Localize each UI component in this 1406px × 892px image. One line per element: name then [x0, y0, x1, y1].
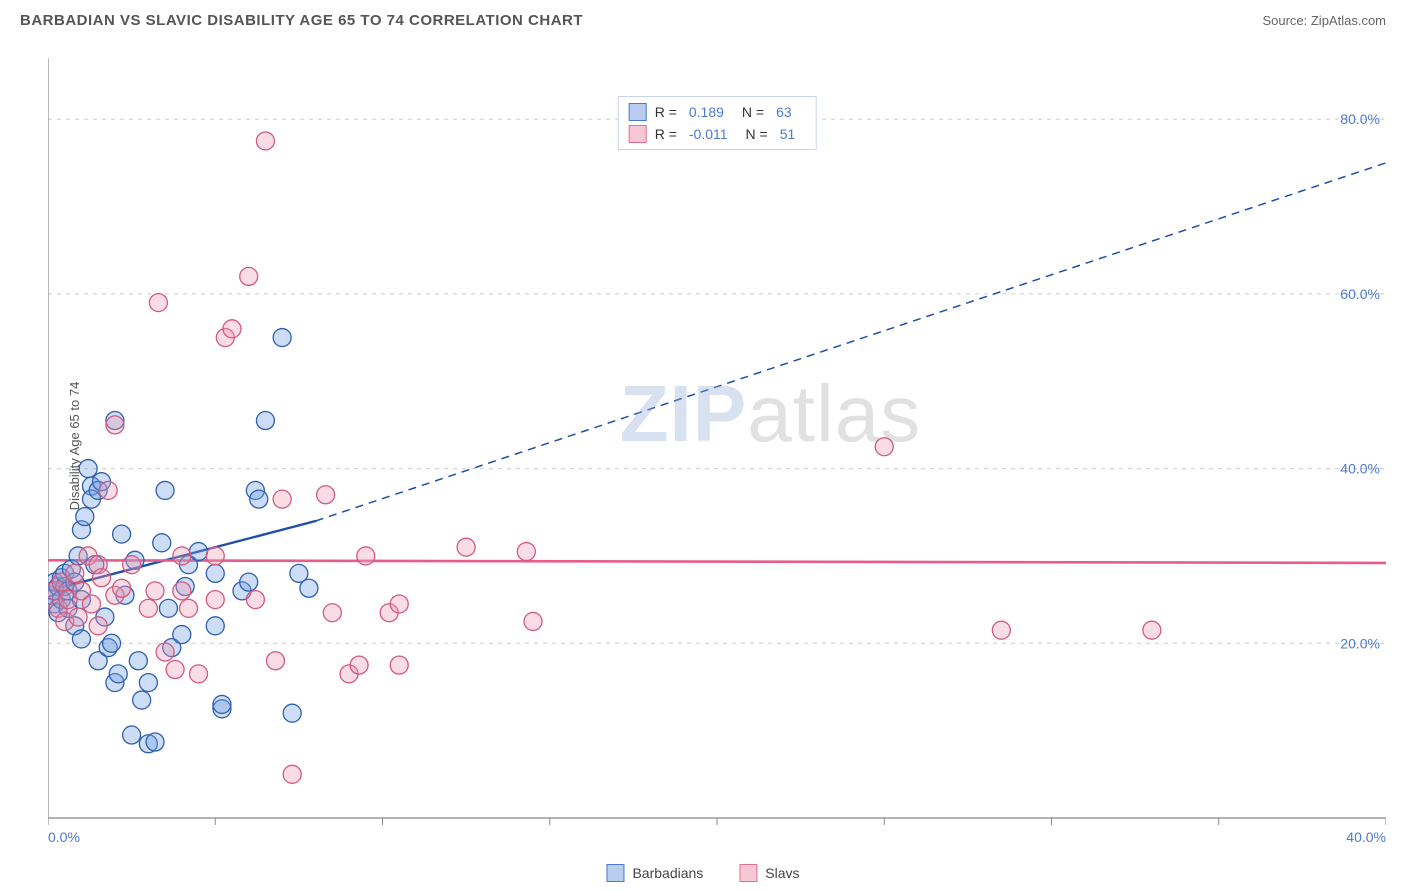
legend-swatch-icon: [629, 125, 647, 143]
legend-correlation-row: R = 0.189 N = 63: [629, 101, 806, 123]
legend-r-value: -0.011: [689, 126, 728, 142]
chart-area: 20.0%40.0%60.0%80.0%0.0%40.0% ZIPatlas R…: [48, 48, 1386, 844]
svg-text:60.0%: 60.0%: [1340, 286, 1380, 302]
svg-text:40.0%: 40.0%: [1346, 829, 1386, 844]
svg-text:40.0%: 40.0%: [1340, 461, 1380, 477]
legend-series: Barbadians Slavs: [606, 864, 799, 882]
svg-text:20.0%: 20.0%: [1340, 635, 1380, 651]
legend-swatch-icon: [629, 103, 647, 121]
legend-r-value: 0.189: [689, 104, 724, 120]
legend-series-item: Barbadians: [606, 864, 703, 882]
svg-text:80.0%: 80.0%: [1340, 111, 1380, 127]
legend-n-label: N =: [746, 126, 768, 142]
legend-correlation: R = 0.189 N = 63 R = -0.011 N = 51: [618, 96, 817, 150]
source-label: Source: ZipAtlas.com: [1262, 13, 1386, 28]
legend-n-value: 51: [780, 126, 796, 142]
legend-swatch-icon: [739, 864, 757, 882]
legend-series-label: Slavs: [765, 865, 799, 881]
svg-text:0.0%: 0.0%: [48, 829, 80, 844]
chart-title: BARBADIAN VS SLAVIC DISABILITY AGE 65 TO…: [20, 12, 583, 29]
legend-series-label: Barbadians: [632, 865, 703, 881]
legend-series-item: Slavs: [739, 864, 799, 882]
legend-r-label: R =: [655, 126, 677, 142]
legend-swatch-icon: [606, 864, 624, 882]
legend-n-value: 63: [776, 104, 792, 120]
legend-n-label: N =: [742, 104, 764, 120]
legend-r-label: R =: [655, 104, 677, 120]
scatter-plot: 20.0% 40.0% 60.0% 80.0% 0.0% 40.0%: [48, 48, 1386, 844]
legend-correlation-row: R = -0.011 N = 51: [629, 123, 806, 145]
